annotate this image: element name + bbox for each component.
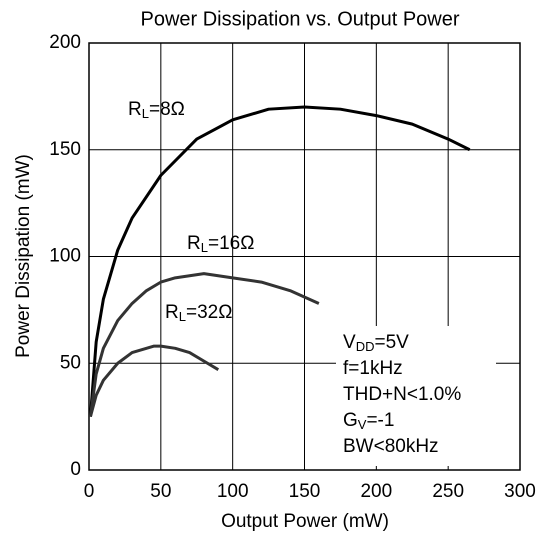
y-tick-label: 150 (49, 139, 81, 160)
plot-frame (88, 42, 521, 471)
text-part: V (358, 417, 367, 432)
x-tick-label: 250 (432, 481, 464, 502)
text-part: L (142, 106, 149, 121)
y-tick-label: 100 (49, 246, 81, 267)
x-tick-label: 300 (504, 481, 536, 502)
text-part: BW<80kHz (343, 436, 439, 457)
condition-note: GV=-1 (343, 410, 394, 432)
notes-box (336, 326, 496, 466)
text-part: L (201, 240, 208, 255)
x-tick-label: 150 (289, 481, 321, 502)
y-tick-label: 50 (60, 352, 81, 373)
text-part: =8Ω (149, 99, 185, 120)
condition-note: VDD=5V (343, 332, 409, 354)
text-part: =16Ω (208, 233, 254, 254)
series-label: RL=8Ω (128, 99, 185, 121)
text-part: R (187, 233, 201, 254)
text-part: THD+N<1.0% (343, 384, 461, 405)
text-part: L (179, 309, 186, 324)
text-part: R (165, 302, 179, 323)
y-tick-label: 0 (70, 459, 81, 480)
series-label: RL=32Ω (165, 302, 232, 324)
text-part: =32Ω (186, 302, 232, 323)
text-part: f=1kHz (343, 358, 403, 379)
x-axis-label: Output Power (mW) (221, 511, 389, 532)
x-tick-label: 200 (360, 481, 392, 502)
text-part: R (128, 99, 142, 120)
condition-note: f=1kHz (343, 358, 403, 379)
y-tick-label: 200 (49, 32, 81, 53)
line-series (88, 272, 320, 417)
text-part: G (343, 410, 358, 431)
line-series (88, 105, 471, 417)
x-tick-label: 0 (84, 481, 95, 502)
text-part: =5V (374, 332, 409, 353)
x-tick-label: 100 (217, 481, 249, 502)
condition-note: BW<80kHz (343, 436, 439, 457)
series-label: RL=16Ω (187, 233, 254, 255)
text-part: =-1 (366, 410, 394, 431)
condition-note: THD+N<1.0% (343, 384, 461, 405)
line-series (88, 344, 220, 418)
text-part: DD (356, 339, 375, 354)
y-axis-label: Power Dissipation (mW) (13, 154, 34, 358)
chart-title: Power Dissipation vs. Output Power (140, 8, 459, 30)
text-part: V (343, 332, 356, 353)
x-tick-label: 50 (150, 481, 171, 502)
